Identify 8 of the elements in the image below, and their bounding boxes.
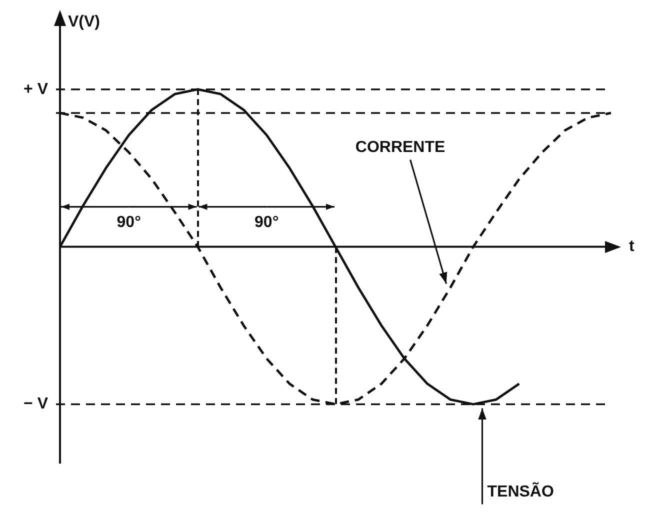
y-axis-title: V(V) [68,13,100,30]
ref-line-label: + V [24,80,48,98]
annotation: 90° [254,214,279,232]
annotation: 90° [116,214,141,232]
x-axis-title: t [629,238,635,256]
ref-line-label: − V [24,396,48,413]
text: TENSÃO [487,482,554,501]
annotation: CORRENTE [355,139,446,156]
